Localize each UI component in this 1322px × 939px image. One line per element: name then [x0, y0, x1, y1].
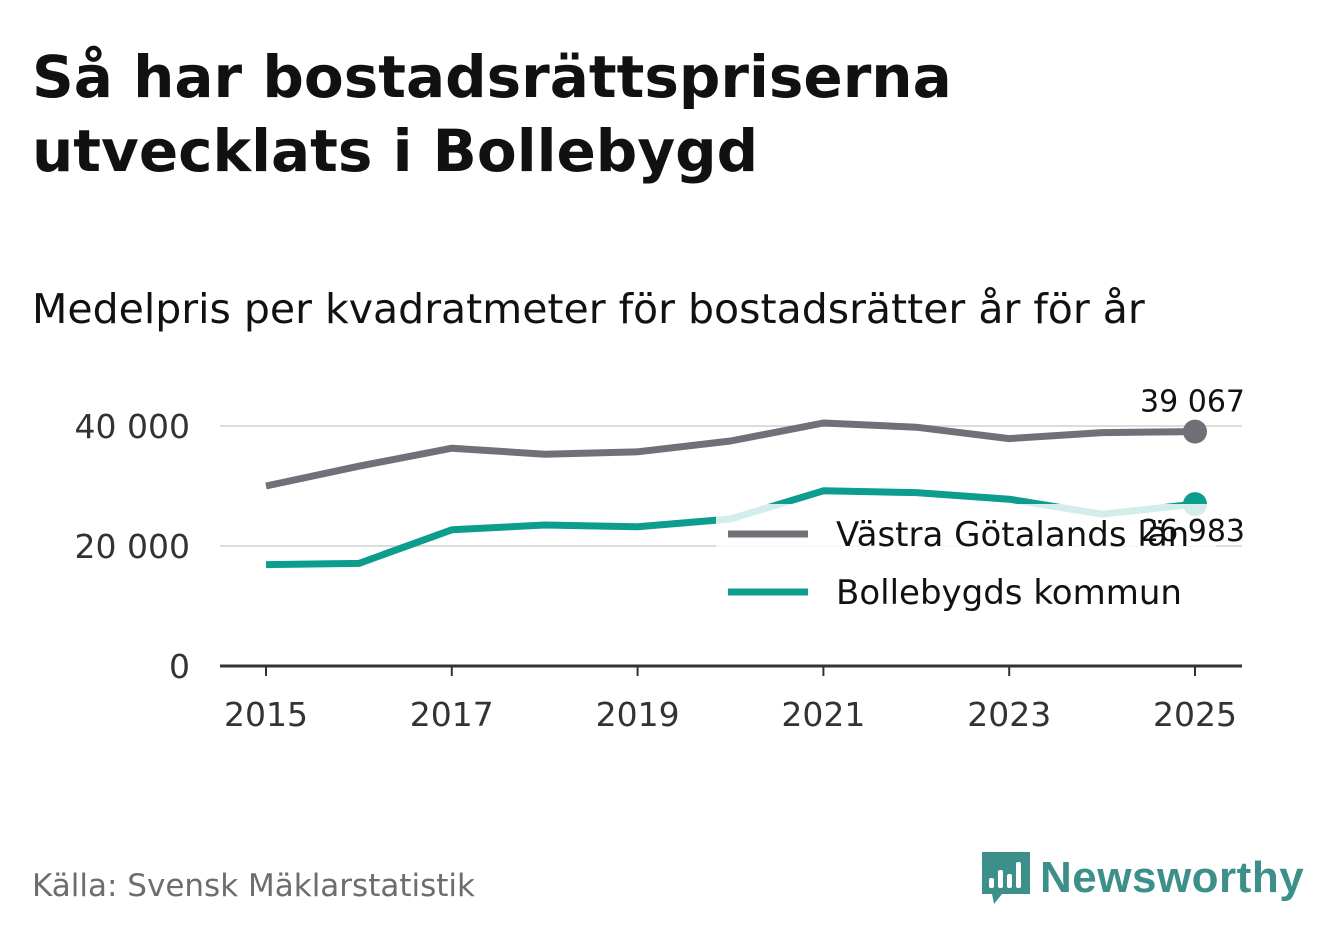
series-line-0: [265, 419, 1196, 490]
brand-name: Newsworthy: [1040, 853, 1305, 902]
x-tick-label: 2017: [410, 695, 494, 734]
line-chart: 0 20 000 40 000 2015 2017 2019 2021 2023 2025 Väs…: [75, 385, 1245, 734]
x-tick-label: 2025: [1153, 695, 1237, 734]
chart-subtitle: Medelpris per kvadratmeter för bostadsrä…: [32, 285, 1145, 333]
y-tick-label: 20 000: [75, 527, 190, 566]
end-value-label: 26 983: [1140, 514, 1245, 549]
end-value-label: 39 067: [1140, 385, 1245, 420]
newsworthy-logo-icon: [982, 852, 1030, 904]
y-tick-label: 0: [169, 647, 190, 686]
chart-title: Så har bostadsrättspriserna utvecklats i…: [32, 43, 952, 185]
legend-background: [716, 504, 1216, 634]
x-tick-label: 2021: [781, 695, 865, 734]
source-note: Källa: Svensk Mäklarstatistik: [32, 868, 475, 904]
x-tick-label: 2023: [967, 695, 1051, 734]
y-tick-label: 40 000: [75, 407, 190, 446]
newsworthy-logo: Newsworthy: [980, 848, 1304, 908]
legend-label: Bollebygds kommun: [836, 573, 1182, 613]
series-end-point: [1183, 419, 1207, 444]
legend-label: Västra Götalands län: [836, 515, 1189, 555]
x-tick-label: 2019: [596, 695, 680, 734]
x-tick-label: 2015: [224, 695, 308, 734]
